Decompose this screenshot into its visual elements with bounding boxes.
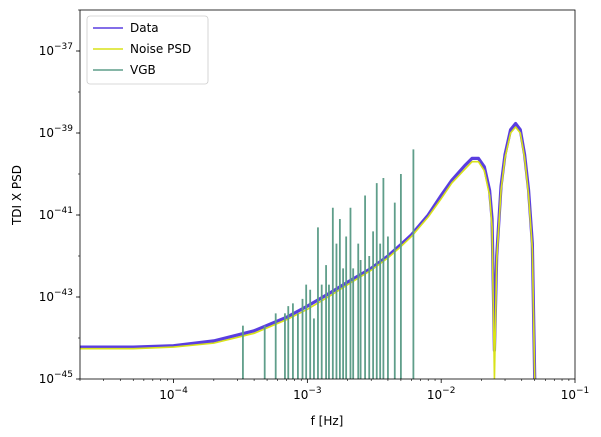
series-vgb xyxy=(242,149,415,379)
legend-label-noise-psd: Noise PSD xyxy=(130,42,191,56)
y-tick-label: 10−43 xyxy=(39,288,73,304)
x-tick-label: 10−3 xyxy=(293,386,322,402)
y-tick-label: 10−39 xyxy=(39,124,74,140)
legend-label-data: Data xyxy=(130,21,159,35)
y-tick-label: 10−45 xyxy=(39,370,73,386)
x-axis-label: f [Hz] xyxy=(311,414,344,428)
legend: Data Noise PSD VGB xyxy=(86,15,209,85)
x-tick-label: 10−4 xyxy=(159,386,188,402)
y-axis-label: TDI X PSD xyxy=(10,165,24,226)
legend-box xyxy=(86,15,209,85)
y-tick-label: 10−41 xyxy=(39,206,73,222)
series-layer xyxy=(80,121,537,379)
y-tick-label: 10−37 xyxy=(39,42,73,58)
x-tick-label: 10−2 xyxy=(427,386,456,402)
ticks-layer: 10−4 10−3 10−2 10−1 10−45 10−43 10−41 10−39 10−3… xyxy=(39,9,590,402)
legend-label-vgb: VGB xyxy=(130,63,156,77)
axes-frame xyxy=(79,9,576,380)
x-tick-label: 10−1 xyxy=(561,386,590,402)
